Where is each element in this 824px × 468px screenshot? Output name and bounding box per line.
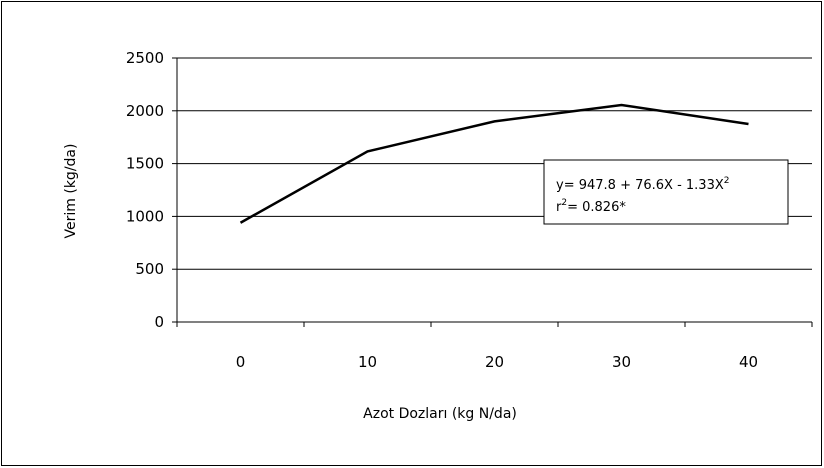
y-axis-title: Verim (kg/da) <box>63 144 79 239</box>
r-squared-superscript: 2 <box>561 198 567 208</box>
x-tick-label-20: 20 <box>485 353 504 371</box>
y-tick-label-500: 500 <box>135 260 164 278</box>
series-line-0 <box>239 103 749 224</box>
equation-box <box>543 159 789 225</box>
x-tick-label-10: 10 <box>358 353 377 371</box>
r-squared-value: = 0.826* <box>567 200 626 215</box>
equation-annotation: y= 947.8 + 76.6X - 1.33X2 r2= 0.826* <box>543 159 789 225</box>
y-tick-label-1000: 1000 <box>126 207 164 225</box>
y-tick-label-0: 0 <box>154 313 164 331</box>
equation-superscript: 2 <box>724 176 730 186</box>
equation-line: y= 947.8 + 76.6X - 1.33X2 <box>556 176 729 193</box>
y-tick-label-1500: 1500 <box>126 155 164 173</box>
axes <box>172 57 813 327</box>
x-tick-label-0: 0 <box>236 353 246 371</box>
y-tick-label-2500: 2500 <box>126 49 164 67</box>
y-tick-label-2000: 2000 <box>126 102 164 120</box>
x-tick-label-40: 40 <box>739 353 758 371</box>
x-axis-title: Azot Dozları (kg N/da) <box>363 406 517 422</box>
equation-text: y= 947.8 + 76.6X - 1.33X <box>556 178 724 193</box>
x-tick-label-30: 30 <box>612 353 631 371</box>
r-squared-line: r2= 0.826* <box>556 198 626 215</box>
x-tick-labels: 0 10 20 30 40 <box>236 353 758 371</box>
series <box>239 103 749 224</box>
r-squared-r: r <box>556 200 562 215</box>
y-tick-labels: 0 500 1000 1500 2000 2500 <box>126 49 164 331</box>
